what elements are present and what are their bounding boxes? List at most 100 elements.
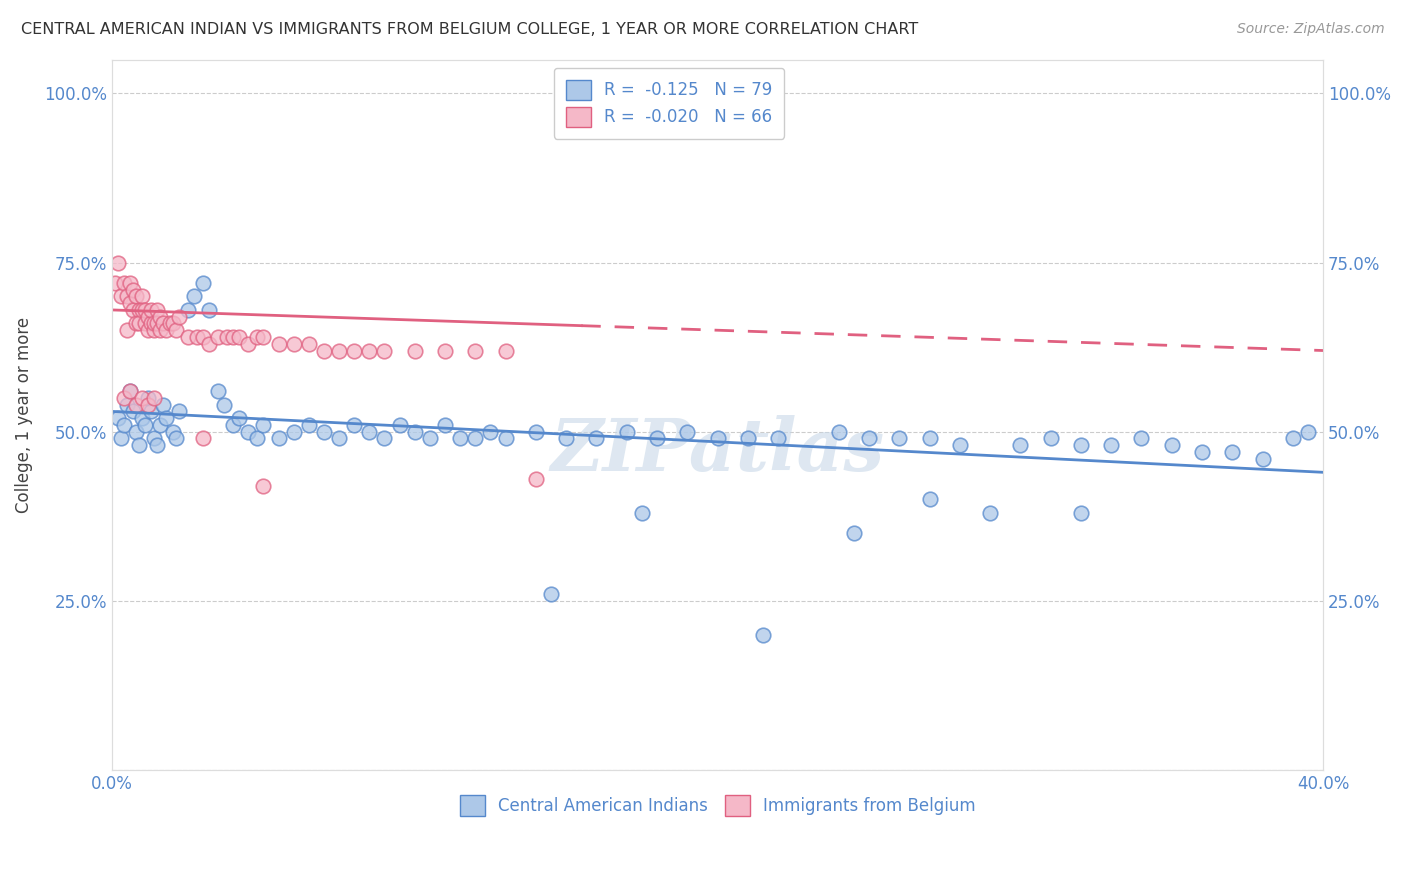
Point <box>122 283 145 297</box>
Point <box>373 343 395 358</box>
Point <box>616 425 638 439</box>
Point <box>495 343 517 358</box>
Point <box>115 289 138 303</box>
Point <box>120 276 142 290</box>
Point <box>207 384 229 398</box>
Point <box>120 384 142 398</box>
Point <box>167 310 190 324</box>
Point <box>128 302 150 317</box>
Point <box>1039 432 1062 446</box>
Point <box>737 432 759 446</box>
Point <box>176 302 198 317</box>
Point <box>155 411 177 425</box>
Point <box>141 302 163 317</box>
Point <box>1130 432 1153 446</box>
Point <box>495 432 517 446</box>
Point <box>1251 451 1274 466</box>
Point <box>752 628 775 642</box>
Point <box>918 492 941 507</box>
Point <box>1296 425 1319 439</box>
Point <box>198 336 221 351</box>
Text: CENTRAL AMERICAN INDIAN VS IMMIGRANTS FROM BELGIUM COLLEGE, 1 YEAR OR MORE CORRE: CENTRAL AMERICAN INDIAN VS IMMIGRANTS FR… <box>21 22 918 37</box>
Point <box>134 302 156 317</box>
Point <box>125 398 148 412</box>
Point <box>159 317 181 331</box>
Point <box>540 587 562 601</box>
Point <box>107 255 129 269</box>
Point <box>191 330 214 344</box>
Point <box>842 526 865 541</box>
Point <box>359 425 381 439</box>
Point <box>312 425 335 439</box>
Point <box>143 432 166 446</box>
Point <box>104 276 127 290</box>
Point <box>143 323 166 337</box>
Point <box>298 336 321 351</box>
Point <box>373 432 395 446</box>
Point <box>143 317 166 331</box>
Point <box>1220 445 1243 459</box>
Point <box>949 438 972 452</box>
Point <box>149 310 172 324</box>
Point <box>191 432 214 446</box>
Point <box>222 417 245 432</box>
Point <box>131 391 153 405</box>
Point <box>246 330 269 344</box>
Point <box>198 302 221 317</box>
Point <box>404 425 426 439</box>
Point <box>328 343 350 358</box>
Point <box>238 336 260 351</box>
Point <box>766 432 789 446</box>
Point <box>1070 506 1092 520</box>
Point <box>136 323 159 337</box>
Point <box>146 317 169 331</box>
Point <box>283 425 305 439</box>
Point <box>464 432 486 446</box>
Point <box>359 343 381 358</box>
Point <box>267 432 290 446</box>
Point <box>1099 438 1122 452</box>
Point <box>122 302 145 317</box>
Point <box>131 302 153 317</box>
Point <box>112 391 135 405</box>
Point <box>115 323 138 337</box>
Point <box>165 323 187 337</box>
Point <box>555 432 578 446</box>
Point <box>125 317 148 331</box>
Point <box>215 330 238 344</box>
Point <box>918 432 941 446</box>
Point <box>165 432 187 446</box>
Point <box>112 276 135 290</box>
Point <box>238 425 260 439</box>
Point <box>134 317 156 331</box>
Point <box>162 317 184 331</box>
Point <box>404 343 426 358</box>
Point <box>388 417 411 432</box>
Legend: Central American Indians, Immigrants from Belgium: Central American Indians, Immigrants fro… <box>450 785 986 826</box>
Y-axis label: College, 1 year or more: College, 1 year or more <box>15 317 32 513</box>
Point <box>186 330 208 344</box>
Point <box>631 506 654 520</box>
Point <box>228 330 250 344</box>
Point <box>152 398 174 412</box>
Point <box>419 432 441 446</box>
Point <box>131 411 153 425</box>
Point <box>889 432 911 446</box>
Point <box>434 343 457 358</box>
Point <box>1070 438 1092 452</box>
Point <box>125 289 148 303</box>
Point <box>343 417 366 432</box>
Point <box>149 323 172 337</box>
Point <box>141 404 163 418</box>
Point <box>246 432 269 446</box>
Point <box>176 330 198 344</box>
Point <box>128 317 150 331</box>
Text: ZIPatlas: ZIPatlas <box>551 415 884 486</box>
Point <box>252 479 274 493</box>
Point <box>131 289 153 303</box>
Point <box>434 417 457 432</box>
Point <box>252 417 274 432</box>
Point <box>149 417 172 432</box>
Point <box>134 417 156 432</box>
Point <box>212 398 235 412</box>
